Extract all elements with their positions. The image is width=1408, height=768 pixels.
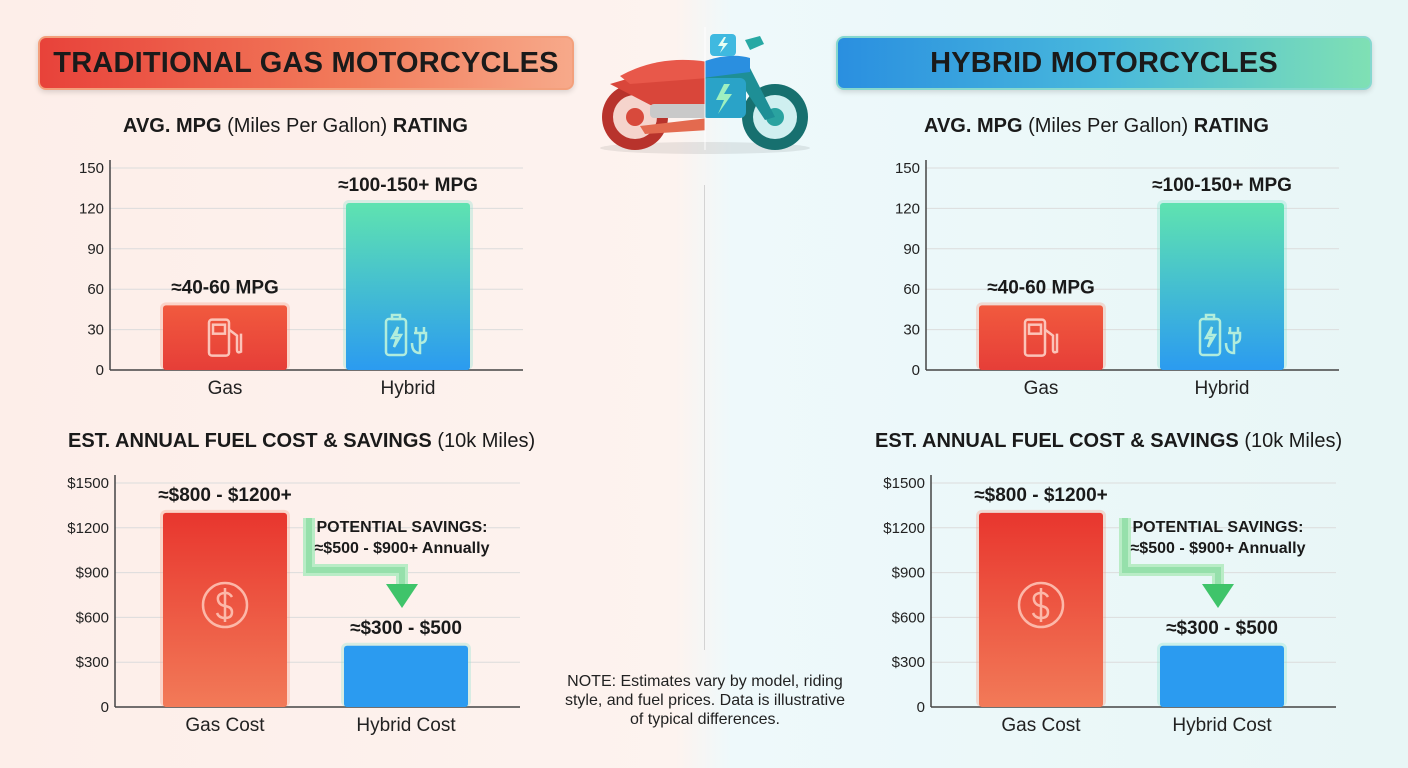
bar-hybrid-cost — [1160, 645, 1284, 707]
category-label: Gas — [1024, 378, 1059, 399]
center-divider — [704, 185, 705, 650]
y-tick-label: 120 — [895, 200, 920, 217]
motorcycle-icon — [600, 27, 810, 154]
bar-hybrid — [1160, 203, 1284, 370]
y-tick-label: $300 — [892, 654, 925, 671]
y-tick-label: $1500 — [67, 475, 109, 492]
gas-panel: TRADITIONAL GAS MOTORCYCLES AVG. MPG (Mi… — [38, 36, 574, 736]
data-label: ≈$800 - $1200+ — [158, 485, 292, 506]
category-label: Hybrid — [1195, 378, 1250, 399]
y-tick-label: 60 — [87, 281, 104, 298]
fuel-pump-icon — [1023, 318, 1059, 357]
data-label: ≈40-60 MPG — [171, 277, 279, 298]
cost-chart-title: EST. ANNUAL FUEL COST & SAVINGS (10k Mil… — [875, 430, 1343, 452]
y-tick-label: $900 — [76, 565, 109, 582]
y-tick-label: 30 — [87, 322, 104, 339]
mpg-bar-chart: 0 30 60 90 120 150 ≈40-60 MPG Gas ≈100-150+ MPG H… — [895, 160, 1339, 399]
y-tick-label: 150 — [895, 160, 920, 177]
data-label: ≈$300 - $500 — [1166, 618, 1278, 639]
savings-value: ≈$500 - $900+ Annually — [1131, 540, 1306, 557]
y-tick-label: 0 — [101, 699, 109, 716]
gas-banner: TRADITIONAL GAS MOTORCYCLES — [38, 36, 574, 90]
bar-gas — [979, 305, 1103, 370]
category-label: Hybrid — [381, 378, 436, 399]
category-label: Gas Cost — [1001, 715, 1081, 736]
y-tick-label: 30 — [903, 322, 920, 339]
mpg-bar-chart: 0 30 60 90 120 150 ≈40-60 MPG Gas ≈100-150+ MPG H… — [79, 160, 523, 399]
hybrid-banner: HYBRID MOTORCYCLES — [836, 36, 1372, 90]
y-tick-label: 150 — [79, 160, 104, 177]
hybrid-panel: HYBRID MOTORCYCLES AVG. MPG (Miles Per G… — [704, 0, 1408, 768]
fuel-pump-icon — [207, 318, 243, 357]
data-label: ≈100-150+ MPG — [338, 175, 478, 196]
savings-arrow — [303, 518, 418, 608]
y-tick-label: $600 — [892, 609, 925, 626]
savings-label: POTENTIAL SAVINGS: — [317, 519, 488, 536]
mpg-chart-title: AVG. MPG (Miles Per Gallon) RATING — [123, 115, 468, 137]
category-label: Gas — [208, 378, 243, 399]
bar-hybrid — [346, 203, 470, 370]
y-tick-label: 90 — [903, 241, 920, 258]
cost-bar-chart: 0 $300 $600 $900 $1200 $1500 ≈$800 - $1200+ Gas… — [883, 475, 1336, 736]
battery-plug-icon — [384, 313, 428, 357]
battery-plug-icon — [1198, 313, 1242, 357]
bar-gas — [163, 305, 287, 370]
y-tick-label: 0 — [917, 699, 925, 716]
data-label: ≈100-150+ MPG — [1152, 175, 1292, 196]
dollar-icon — [201, 581, 249, 629]
data-label: ≈$300 - $500 — [350, 618, 462, 639]
y-tick-label: 0 — [96, 362, 104, 379]
y-tick-label: $300 — [76, 654, 109, 671]
cost-chart-title: EST. ANNUAL FUEL COST & SAVINGS (10k Mil… — [68, 430, 536, 452]
bar-hybrid-cost — [344, 645, 468, 707]
y-tick-label: 60 — [903, 281, 920, 298]
category-label: Hybrid Cost — [1172, 715, 1272, 736]
mpg-chart-title: AVG. MPG (Miles Per Gallon) RATING — [924, 115, 1269, 137]
data-label: ≈40-60 MPG — [987, 277, 1095, 298]
savings-value: ≈$500 - $900+ Annually — [315, 540, 490, 557]
y-tick-label: $1500 — [883, 475, 925, 492]
data-label: ≈$800 - $1200+ — [974, 485, 1108, 506]
y-tick-label: $600 — [76, 609, 109, 626]
savings-arrow — [1119, 518, 1234, 608]
category-label: Hybrid Cost — [356, 715, 456, 736]
y-tick-label: $1200 — [883, 520, 925, 537]
disclaimer-note: NOTE: Estimates vary by model, riding st… — [564, 673, 846, 728]
category-label: Gas Cost — [185, 715, 265, 736]
savings-label: POTENTIAL SAVINGS: — [1133, 519, 1304, 536]
y-tick-label: 90 — [87, 241, 104, 258]
y-tick-label: $1200 — [67, 520, 109, 537]
y-tick-label: 0 — [912, 362, 920, 379]
dollar-icon — [1017, 581, 1065, 629]
y-tick-label: 120 — [79, 200, 104, 217]
y-tick-label: $900 — [892, 565, 925, 582]
cost-bar-chart: 0 $300 $600 $900 $1200 $1500 ≈$800 - $1200+ Gas… — [67, 475, 520, 736]
